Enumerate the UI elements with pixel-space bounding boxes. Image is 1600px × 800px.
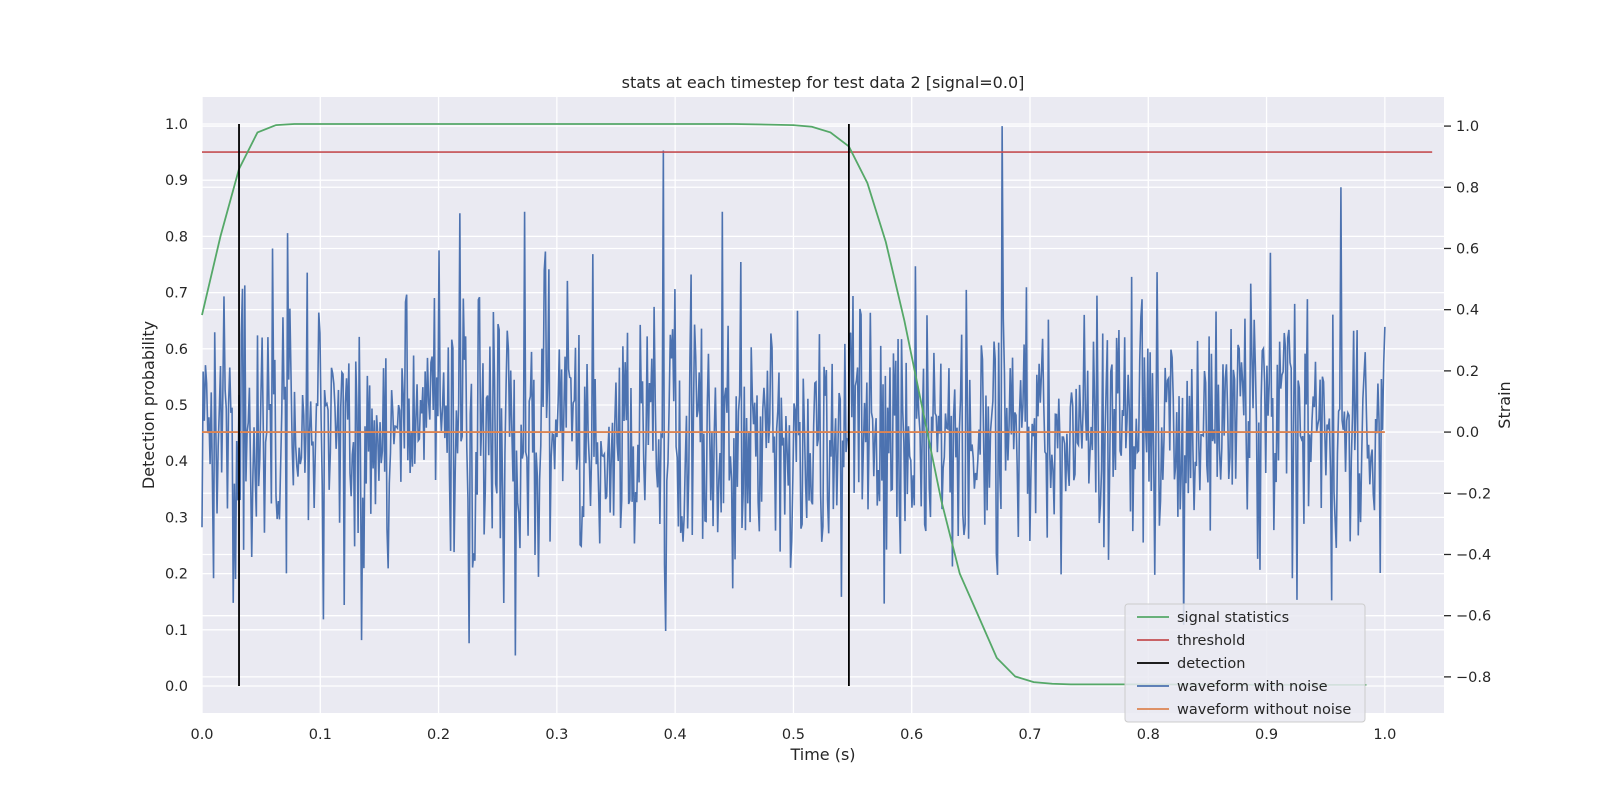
y-left-tick-label: 0.7 (165, 286, 188, 302)
series-signal-statistics (201, 123, 1367, 686)
y-left-tick-label: 0.1 (165, 623, 188, 639)
legend-entry: waveform with noise (1177, 679, 1328, 695)
y-left-tick-label: 0.0 (165, 679, 188, 695)
series-waveform-with-noise (201, 126, 1386, 656)
legend-entry: threshold (1177, 633, 1245, 649)
y-right-tick-label: 0.6 (1456, 241, 1479, 257)
y-axis-right-label: Strain (1495, 381, 1514, 428)
legend-entry: detection (1177, 656, 1245, 672)
x-axis-ticks: 0.0 0.1 0.2 0.3 0.4 0.5 0.6 0.7 0.8 0.9 1.0 (190, 727, 1396, 743)
x-tick-label: 0.4 (664, 727, 687, 743)
x-tick-label: 0.1 (309, 727, 332, 743)
x-tick-label: 0.9 (1255, 727, 1278, 743)
y-right-tick-label: 0.8 (1456, 180, 1479, 196)
y-left-tick-label: 0.5 (165, 398, 188, 414)
y-right-tick-label: 0.0 (1456, 425, 1479, 441)
x-tick-label: 0.8 (1137, 727, 1160, 743)
x-tick-label: 1.0 (1373, 727, 1396, 743)
y-right-tick-label: 0.2 (1456, 364, 1479, 380)
y-right-tick-label: −0.4 (1456, 547, 1491, 563)
y-left-tick-label: 0.2 (165, 567, 188, 583)
series-left-axis (201, 123, 1433, 687)
x-axis-label: Time (s) (789, 745, 855, 764)
x-tick-label: 0.5 (782, 727, 805, 743)
y-right-tick-label: −0.8 (1456, 670, 1491, 686)
legend-box (1124, 603, 1366, 723)
x-tick-label: 0.3 (545, 727, 568, 743)
x-tick-label: 0.7 (1018, 727, 1041, 743)
y-axis-left-label: Detection probability (139, 321, 158, 489)
y-right-tick-label: −0.6 (1456, 609, 1491, 625)
series-right-axis (201, 126, 1386, 656)
y-right-axis-ticks: 1.0 0.8 0.6 0.4 0.2 0.0 −0.2 −0.4 −0.6 −0.8 (1444, 119, 1491, 686)
legend-entry: signal statistics (1177, 610, 1289, 626)
y-right-tick-label: 1.0 (1456, 119, 1479, 135)
legend-entry: waveform without noise (1177, 702, 1351, 718)
x-tick-label: 0.6 (900, 727, 923, 743)
x-tick-label: 0.2 (427, 727, 450, 743)
y-left-tick-label: 0.4 (165, 454, 188, 470)
y-left-tick-label: 0.9 (165, 173, 188, 189)
y-left-axis-ticks: 0.0 0.1 0.2 0.3 0.4 0.5 0.6 0.7 0.8 0.9 1.0 (165, 117, 188, 695)
y-left-tick-label: 0.8 (165, 229, 188, 245)
y-left-tick-label: 1.0 (165, 117, 188, 133)
x-tick-label: 0.0 (190, 727, 213, 743)
legend: signal statistics threshold detection wavef… (1124, 603, 1366, 723)
y-left-tick-label: 0.6 (165, 342, 188, 358)
y-right-tick-label: −0.2 (1456, 486, 1491, 502)
y-right-tick-label: 0.4 (1456, 303, 1479, 319)
y-left-tick-label: 0.3 (165, 510, 188, 526)
chart-title: stats at each timestep for test data 2 [… (622, 73, 1025, 92)
